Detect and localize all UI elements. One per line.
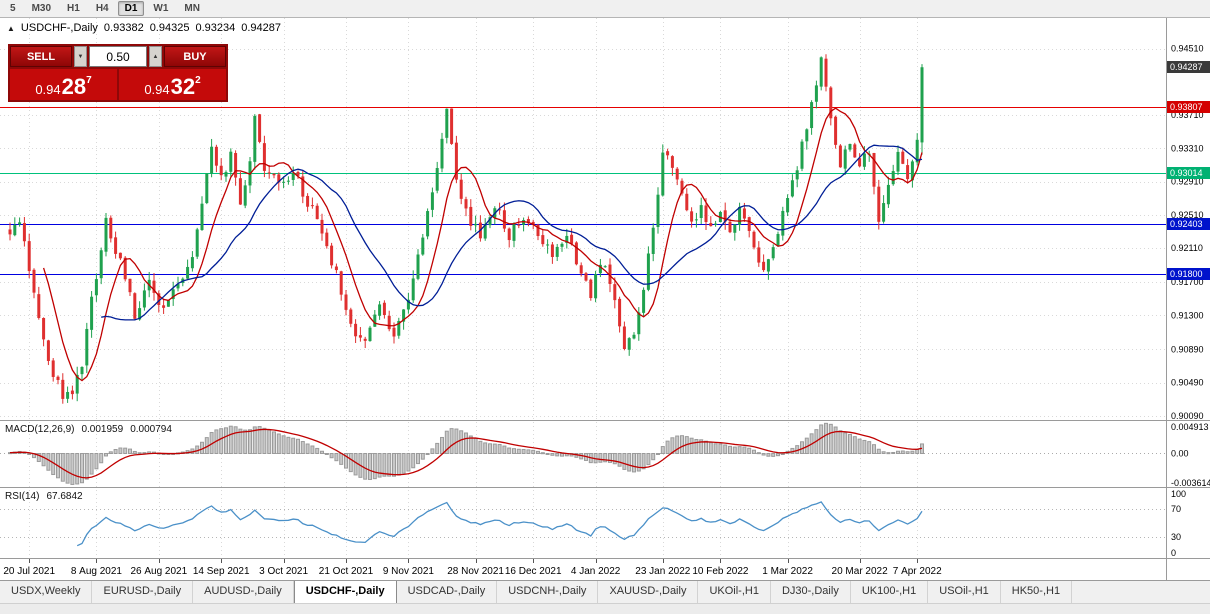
- rsi-value: 67.6842: [46, 491, 83, 502]
- price-chart-canvas[interactable]: [0, 18, 1210, 580]
- ohlc-high: 0.94325: [149, 22, 190, 34]
- tab-xauusd-daily[interactable]: XAUUSD-,Daily: [598, 581, 699, 603]
- timeframe-h1[interactable]: H1: [60, 1, 87, 16]
- ohlc-open: 0.93382: [103, 22, 144, 34]
- timeframe-toolbar: 5 M30 H1 H4 D1 W1 MN: [0, 0, 1210, 18]
- hline-price-marker-0.91800: 0.91800: [1167, 267, 1210, 280]
- macd-indicator-label: MACD(12,26,9) 0.001959 0.000794: [5, 424, 172, 435]
- chart-tabs-bar: USDX,Weekly EURUSD-,Daily AUDUSD-,Daily USD…: [0, 580, 1210, 603]
- buy-price-pipette: 2: [195, 75, 201, 86]
- macd-main-value: 0.001959: [81, 424, 124, 435]
- ohlc-close: 0.94287: [241, 22, 281, 34]
- tab-hk50-h1[interactable]: HK50-,H1: [1001, 581, 1073, 603]
- sell-button[interactable]: SELL: [10, 46, 72, 67]
- sell-price-display[interactable]: 0.94 28 7: [10, 69, 117, 100]
- volume-decrease-button[interactable]: ▼: [74, 46, 87, 67]
- buy-price-pips: 32: [170, 74, 196, 99]
- tab-usdchf-daily[interactable]: USDCHF-,Daily: [293, 581, 397, 603]
- sell-price-pips: 28: [61, 74, 87, 99]
- timeframe-5[interactable]: 5: [3, 1, 23, 16]
- ohlc-low: 0.93234: [195, 22, 236, 34]
- timeframe-w1[interactable]: W1: [146, 1, 175, 16]
- chart-header: ▲ USDCHF-,Daily 0.93382 0.94325 0.93234 …: [7, 22, 281, 34]
- macd-name: MACD(12,26,9): [5, 424, 75, 435]
- sell-price-pipette: 7: [86, 75, 92, 86]
- sell-price-main: 0.94: [35, 82, 61, 97]
- timeframe-d1[interactable]: D1: [117, 1, 145, 16]
- volume-input[interactable]: [89, 46, 147, 67]
- bottom-strip: [0, 603, 1210, 614]
- hline-price-marker-0.93807: 0.93807: [1167, 101, 1210, 114]
- volume-increase-button[interactable]: ▲: [149, 46, 162, 67]
- hline-price-marker-0.93014: 0.93014: [1167, 166, 1210, 179]
- timeframe-m30[interactable]: M30: [25, 1, 58, 16]
- rsi-name: RSI(14): [5, 491, 40, 502]
- tab-usoil-h1[interactable]: USOil-,H1: [928, 581, 1001, 603]
- current-price-marker: 0.94287: [1167, 61, 1210, 74]
- tab-dj30-daily[interactable]: DJ30-,Daily: [771, 581, 851, 603]
- timeframe-h4[interactable]: H4: [89, 1, 116, 16]
- collapse-trade-panel-icon[interactable]: ▲: [7, 23, 15, 33]
- chart-symbol-period: USDCHF-,Daily: [20, 22, 98, 34]
- tab-usdx-weekly[interactable]: USDX,Weekly: [0, 581, 93, 603]
- tab-eurusd-daily[interactable]: EURUSD-,Daily: [92, 581, 194, 603]
- tab-usdcnh-daily[interactable]: USDCNH-,Daily: [497, 581, 599, 603]
- macd-signal-value: 0.000794: [130, 424, 172, 435]
- buy-button[interactable]: BUY: [164, 46, 226, 67]
- buy-price-display[interactable]: 0.94 32 2: [119, 69, 226, 100]
- chart-area: ▲ USDCHF-,Daily 0.93382 0.94325 0.93234 …: [0, 18, 1210, 580]
- hline-price-marker-0.92403: 0.92403: [1167, 217, 1210, 230]
- tab-ukoil-h1[interactable]: UKOil-,H1: [698, 581, 771, 603]
- tab-uk100-h1[interactable]: UK100-,H1: [851, 581, 929, 603]
- tab-usdcad-daily[interactable]: USDCAD-,Daily: [397, 581, 498, 603]
- rsi-indicator-label: RSI(14) 67.6842: [5, 491, 83, 502]
- buy-price-main: 0.94: [144, 82, 170, 97]
- timeframe-mn[interactable]: MN: [177, 1, 207, 16]
- tab-audusd-daily[interactable]: AUDUSD-,Daily: [193, 581, 294, 603]
